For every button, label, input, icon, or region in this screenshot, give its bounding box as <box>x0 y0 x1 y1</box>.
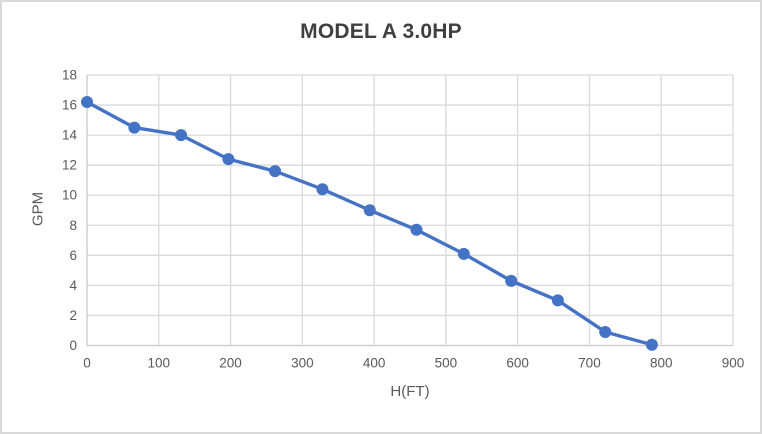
y-tick-label: 6 <box>69 248 77 263</box>
data-point-marker <box>128 121 141 134</box>
y-tick-label: 8 <box>69 218 77 233</box>
y-tick-label: 18 <box>62 68 77 83</box>
y-tick-label: 16 <box>62 98 77 113</box>
data-point-marker <box>599 325 612 338</box>
data-point-marker <box>81 96 93 109</box>
data-point-marker <box>363 204 376 217</box>
data-point-marker <box>222 153 235 166</box>
y-tick-label: 0 <box>69 338 77 353</box>
series-line <box>85 100 654 347</box>
data-point-marker <box>505 274 518 287</box>
x-tick-label: 800 <box>650 356 673 371</box>
data-point-marker <box>316 183 329 196</box>
x-tick-label: 500 <box>435 356 458 371</box>
x-tick-label: 600 <box>506 356 529 371</box>
data-point-marker <box>551 294 564 307</box>
x-tick-label: 900 <box>722 356 745 371</box>
y-tick-label: 4 <box>69 278 77 293</box>
data-point-marker <box>457 247 470 260</box>
y-tick-label: 10 <box>62 188 77 203</box>
x-tick-label: 0 <box>83 356 91 371</box>
y-tick-label: 2 <box>69 308 77 323</box>
data-point-marker <box>269 165 282 178</box>
y-tick-label: 12 <box>62 158 77 173</box>
x-tick-label: 700 <box>578 356 601 371</box>
y-tick-label: 14 <box>62 128 78 143</box>
x-tick-label: 200 <box>219 356 242 371</box>
chart-title: MODEL A 3.0HP <box>300 20 462 43</box>
data-point-marker <box>175 129 188 142</box>
x-axis-title: H(FT) <box>390 383 430 400</box>
x-tick-label: 400 <box>363 356 386 371</box>
x-tick-label: 300 <box>291 356 314 371</box>
data-point-marker <box>410 223 423 236</box>
data-point-marker <box>645 338 658 351</box>
x-tick-label: 100 <box>148 356 171 371</box>
